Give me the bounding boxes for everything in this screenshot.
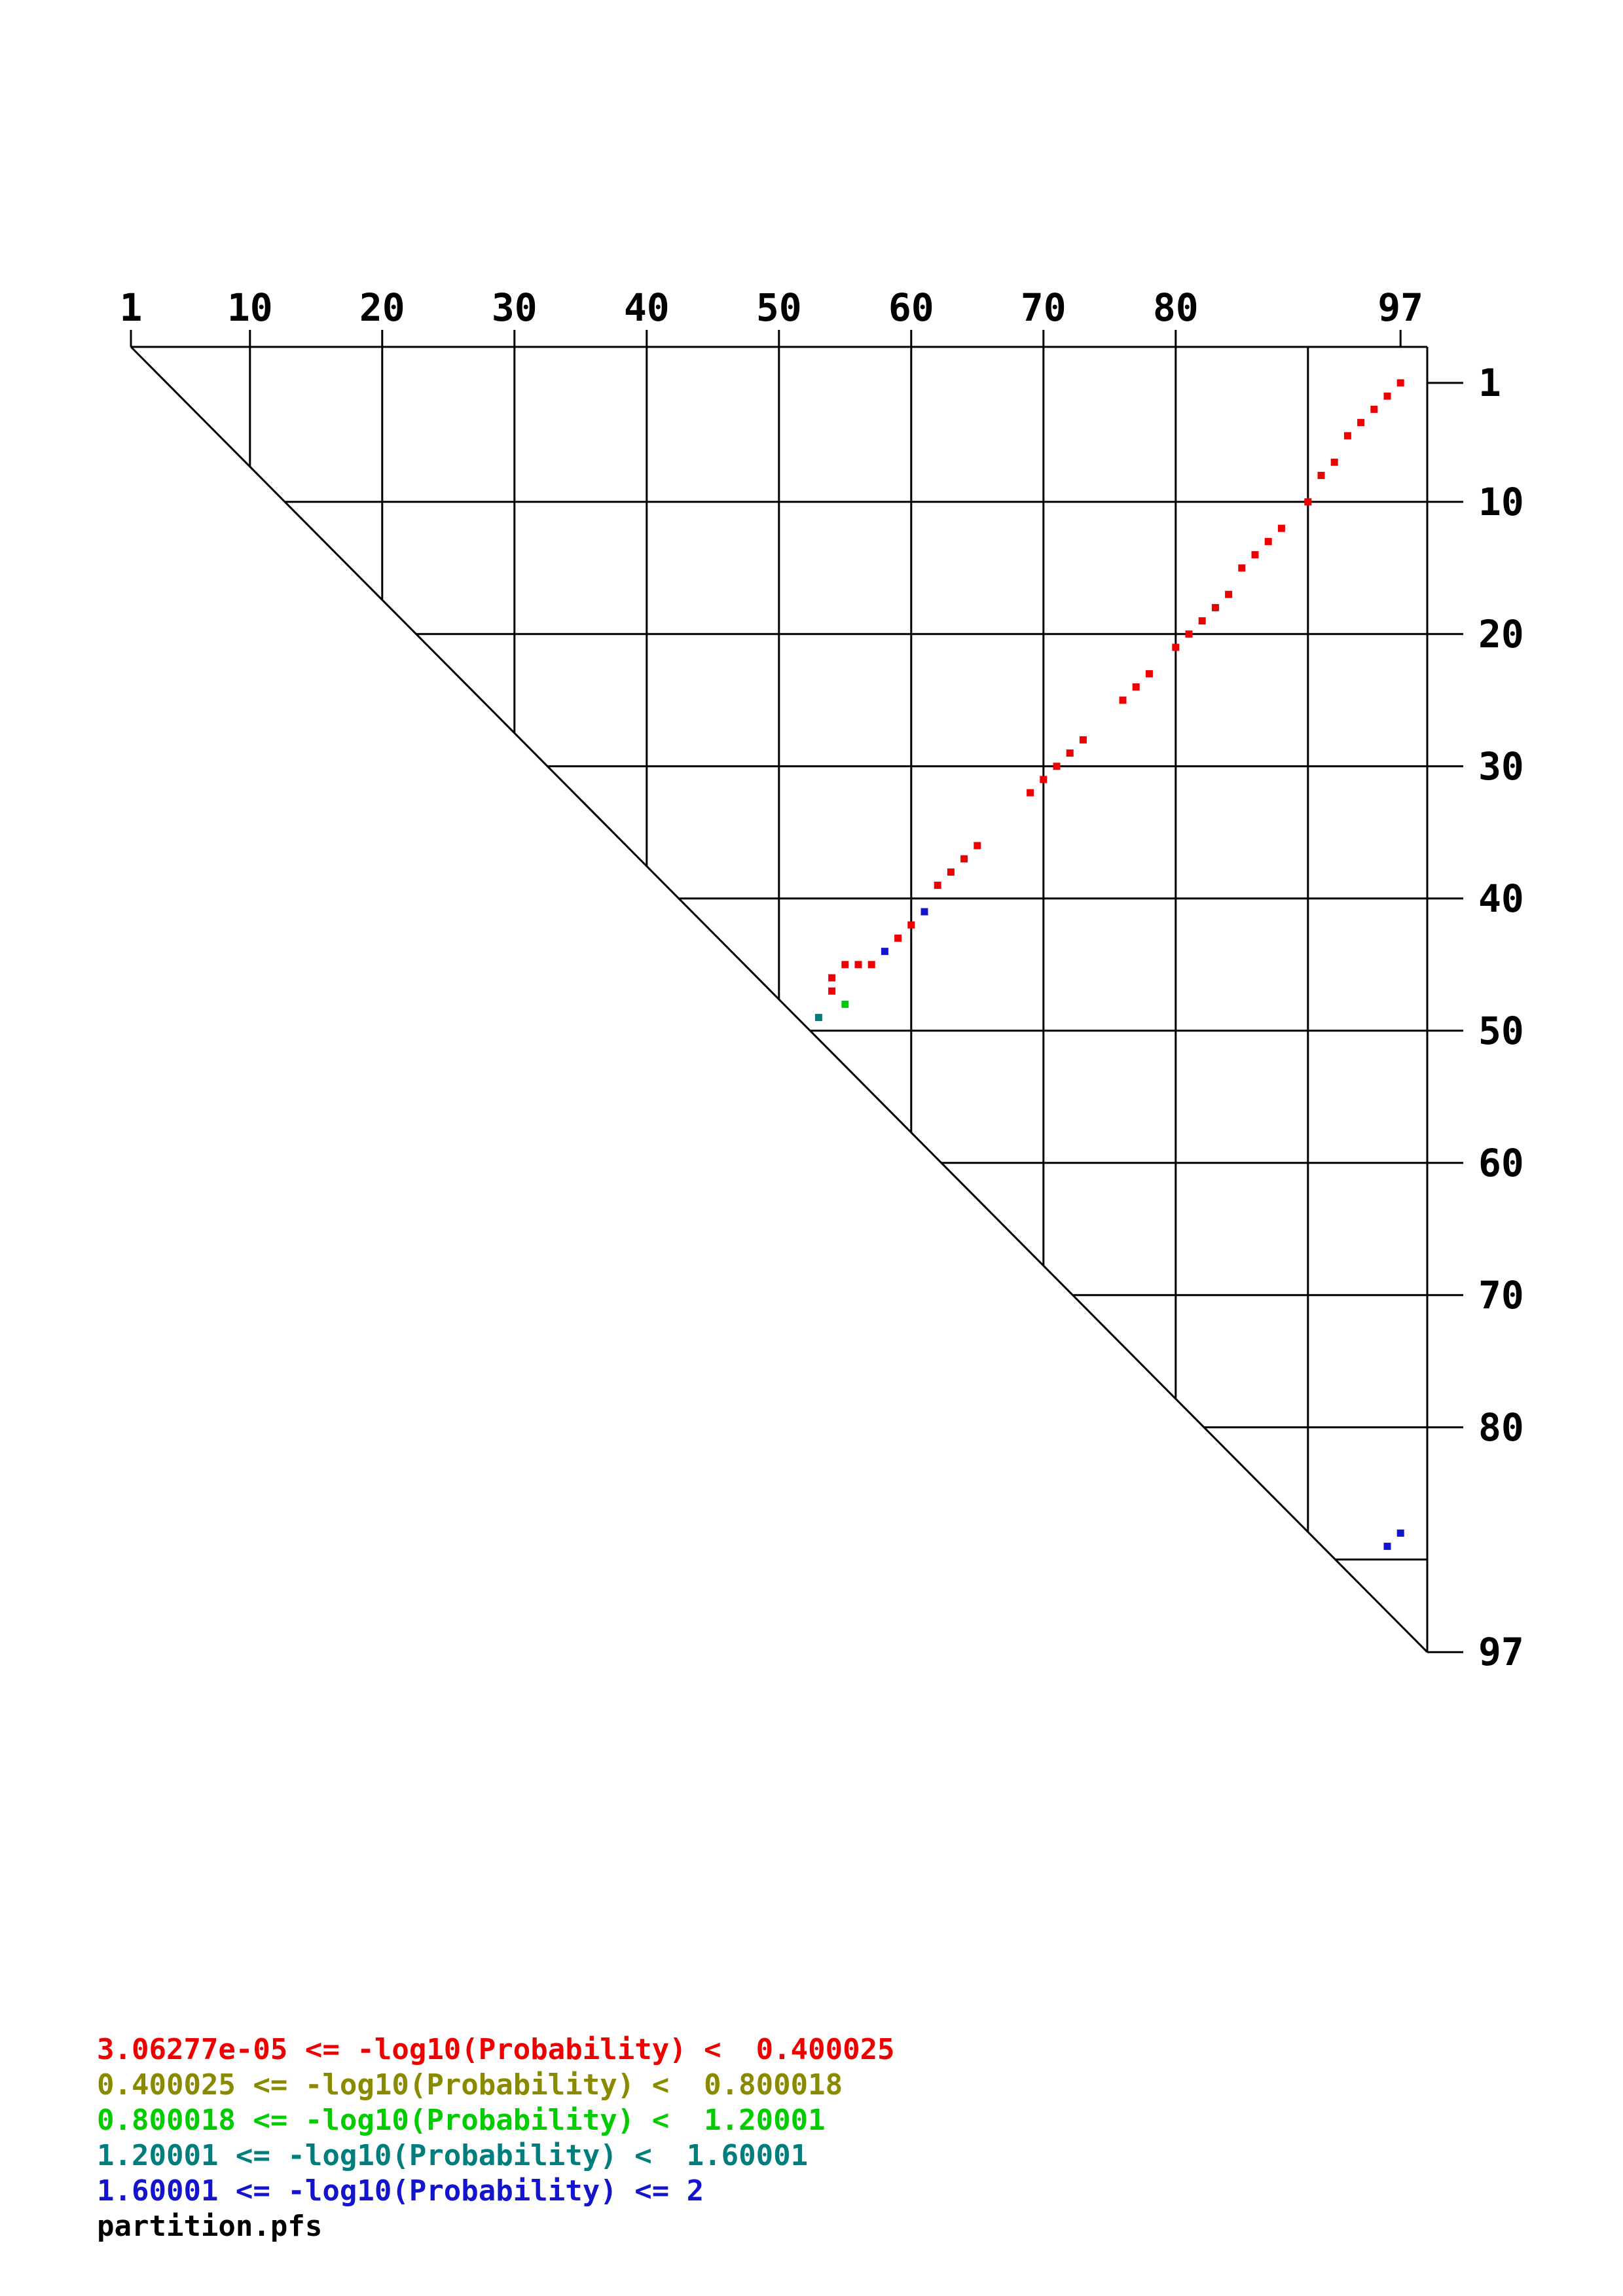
data-point xyxy=(1357,419,1365,427)
legend-line-bin5: 1.60001 <= -log10(Probability) <= 2 xyxy=(97,2174,704,2208)
data-point xyxy=(841,961,849,969)
axis-label-right: 97 xyxy=(1478,1630,1524,1674)
data-point xyxy=(1066,749,1074,757)
data-point xyxy=(907,921,915,929)
data-point xyxy=(814,1014,822,1022)
axis-label-right: 50 xyxy=(1478,1009,1524,1053)
data-point xyxy=(1396,379,1404,387)
data-point xyxy=(1264,537,1272,545)
data-point xyxy=(867,961,875,969)
data-point xyxy=(960,855,968,863)
data-point xyxy=(947,868,955,876)
data-point xyxy=(1370,405,1378,413)
data-point xyxy=(1343,432,1351,440)
data-point xyxy=(1211,603,1219,611)
data-point xyxy=(1198,617,1206,625)
axis-label-top: 70 xyxy=(1021,285,1067,330)
legend-line-bin1: 3.06277e-05 <= -log10(Probability) < 0.4… xyxy=(97,2033,895,2066)
data-point xyxy=(934,882,941,889)
data-point xyxy=(974,842,981,850)
axis-label-right: 20 xyxy=(1478,612,1524,656)
axis-label-top: 10 xyxy=(227,285,273,330)
data-point xyxy=(1027,789,1034,797)
axis-label-top: 1 xyxy=(120,285,143,330)
axis-label-right: 80 xyxy=(1478,1405,1524,1450)
axis-label-top: 50 xyxy=(756,285,802,330)
axis-label-right: 30 xyxy=(1478,744,1524,789)
data-point xyxy=(828,974,836,982)
axis-label-top: 97 xyxy=(1377,285,1423,330)
legend-line-bin2: 0.400025 <= -log10(Probability) < 0.8000… xyxy=(97,2068,843,2102)
data-point xyxy=(1185,630,1193,638)
axis-label-right: 40 xyxy=(1478,876,1524,921)
data-point xyxy=(1172,643,1180,651)
data-point xyxy=(1040,776,1048,783)
axis-label-top: 30 xyxy=(492,285,538,330)
data-point xyxy=(1132,683,1140,691)
data-point xyxy=(1396,1529,1404,1537)
data-point xyxy=(1119,696,1127,704)
data-point xyxy=(1053,762,1061,770)
data-point xyxy=(1330,458,1338,466)
data-point xyxy=(1304,498,1312,506)
data-point xyxy=(894,934,902,942)
data-point xyxy=(828,987,836,995)
data-point xyxy=(1225,590,1233,598)
axis-label-top: 60 xyxy=(888,285,934,330)
data-point xyxy=(841,1000,849,1008)
axis-label-top: 20 xyxy=(359,285,405,330)
legend-line-bin3: 0.800018 <= -log10(Probability) < 1.2000… xyxy=(97,2104,826,2137)
data-point xyxy=(1317,471,1325,479)
data-point xyxy=(1079,736,1087,744)
data-point xyxy=(1238,564,1246,572)
footer-filename: partition.pfs xyxy=(97,2210,323,2243)
diagonal-line xyxy=(130,346,1429,1653)
data-point xyxy=(1145,670,1153,677)
data-point xyxy=(1383,1543,1391,1551)
axis-label-top: 40 xyxy=(624,285,670,330)
data-point xyxy=(1383,392,1391,400)
axis-label-right: 1 xyxy=(1478,361,1501,405)
axis-label-right: 60 xyxy=(1478,1141,1524,1185)
data-point xyxy=(1277,524,1285,532)
data-point xyxy=(921,908,928,916)
axis-label-right: 10 xyxy=(1478,480,1524,524)
axis-label-top: 80 xyxy=(1153,285,1199,330)
legend-line-bin4: 1.20001 <= -log10(Probability) < 1.60001 xyxy=(97,2139,809,2172)
probability-legend: 3.06277e-05 <= -log10(Probability) < 0.4… xyxy=(97,2032,895,2244)
data-point xyxy=(1251,551,1259,559)
axis-label-right: 70 xyxy=(1478,1273,1524,1318)
data-point xyxy=(854,961,862,969)
data-point xyxy=(881,948,888,956)
